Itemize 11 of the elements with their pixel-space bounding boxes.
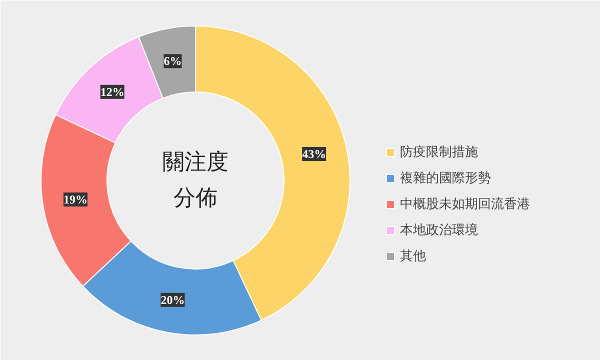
legend-label: 其他 bbox=[400, 248, 426, 265]
legend-label: 中概股未如期回流香港 bbox=[400, 196, 530, 213]
legend-label: 複雜的國際形勢 bbox=[400, 170, 491, 187]
legend-label: 防疫限制措施 bbox=[400, 144, 478, 161]
legend-label: 本地政治環境 bbox=[400, 222, 478, 239]
data-label: 12% bbox=[100, 84, 124, 99]
data-label: 43% bbox=[302, 146, 326, 161]
data-label: 19% bbox=[63, 192, 88, 207]
data-label: 20% bbox=[160, 292, 185, 307]
text: 關注度分佈 bbox=[162, 150, 228, 211]
data-label: 6% bbox=[164, 54, 182, 68]
